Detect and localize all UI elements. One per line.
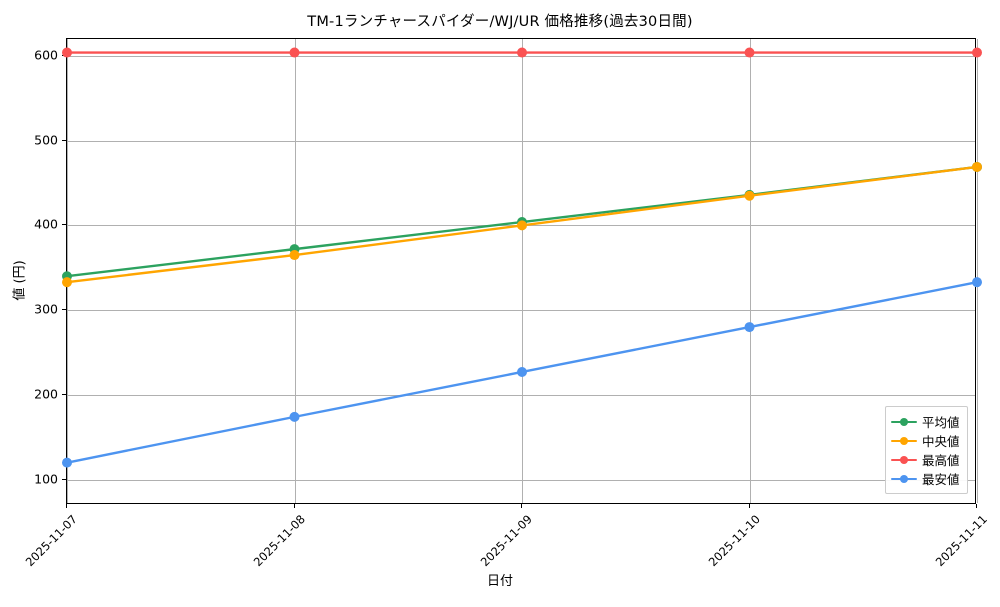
- legend-item[interactable]: 中央値: [891, 431, 960, 450]
- data-point-marker: [517, 47, 527, 58]
- x-axis-tick-label: 2025-11-07: [22, 512, 80, 570]
- legend-color-swatch: [891, 434, 917, 448]
- legend-item[interactable]: 最安値: [891, 469, 960, 488]
- gridline-vertical: [67, 39, 68, 503]
- y-axis-tick-label: 200: [34, 386, 58, 402]
- gridline-horizontal: [67, 394, 975, 396]
- legend-color-swatch: [891, 453, 917, 467]
- y-axis-tick-mark: [62, 478, 66, 480]
- x-axis-title: 日付: [486, 574, 513, 589]
- gridline-horizontal: [67, 479, 975, 481]
- y-axis-tick-mark: [62, 224, 66, 226]
- legend-item-label: 最安値: [922, 472, 960, 487]
- legend-item-label: 中央値: [922, 434, 960, 449]
- x-axis-tick-label: 2025-11-11: [932, 512, 990, 570]
- legend-item-label: 平均値: [922, 415, 960, 430]
- data-point-marker: [62, 277, 72, 288]
- data-point-marker: [744, 322, 755, 333]
- data-point-marker: [62, 47, 72, 58]
- x-axis-tick-mark: [66, 504, 68, 508]
- y-axis-tick-label: 600: [34, 47, 58, 63]
- chart-legend: 平均値中央値最高値最安値: [885, 406, 968, 494]
- x-axis-tick-mark: [748, 504, 750, 508]
- data-point-marker: [972, 277, 982, 288]
- y-axis-tick-label: 300: [34, 301, 58, 317]
- x-axis-tick-mark: [976, 504, 978, 508]
- x-axis-tick-mark: [293, 504, 295, 508]
- y-axis-tick-mark: [62, 393, 66, 395]
- legend-item[interactable]: 平均値: [891, 412, 960, 431]
- gridline-vertical: [749, 39, 751, 503]
- data-point-marker: [517, 366, 527, 377]
- legend-color-swatch: [891, 472, 917, 486]
- x-axis-tick-label: 2025-11-09: [477, 512, 535, 570]
- data-point-marker: [289, 411, 300, 422]
- y-axis-tick-label: 500: [34, 132, 58, 148]
- y-axis-tick-mark: [62, 309, 66, 311]
- data-point-marker: [744, 47, 755, 58]
- y-axis-title: 値 (円): [12, 260, 28, 301]
- y-axis-tick-label: 400: [34, 216, 58, 232]
- x-axis-tick-label: 2025-11-08: [250, 512, 308, 570]
- data-point-marker: [972, 47, 982, 58]
- gridline-vertical: [522, 39, 523, 503]
- y-axis-tick-label: 100: [34, 471, 58, 487]
- plot-area: [62, 38, 982, 504]
- data-point-marker: [289, 47, 300, 58]
- gridline-vertical: [977, 39, 978, 503]
- gridline-horizontal: [67, 140, 975, 142]
- chart-title: TM-1ランチャースパイダー/WJ/UR 価格推移(過去30日間): [307, 14, 693, 30]
- legend-item-label: 最高値: [922, 453, 960, 468]
- data-point-marker: [744, 190, 755, 201]
- gridline-horizontal: [67, 310, 975, 312]
- data-point-marker: [62, 457, 72, 468]
- x-axis-tick-label: 2025-11-10: [705, 512, 763, 570]
- gridline-vertical: [294, 39, 296, 503]
- data-point-marker: [289, 250, 300, 261]
- legend-color-swatch: [891, 415, 917, 429]
- x-axis-tick-mark: [521, 504, 523, 508]
- legend-item[interactable]: 最高値: [891, 450, 960, 469]
- data-point-marker: [972, 161, 982, 172]
- y-axis-tick-mark: [62, 139, 66, 141]
- series-lines-and-markers: [62, 47, 982, 468]
- data-point-marker: [517, 220, 527, 231]
